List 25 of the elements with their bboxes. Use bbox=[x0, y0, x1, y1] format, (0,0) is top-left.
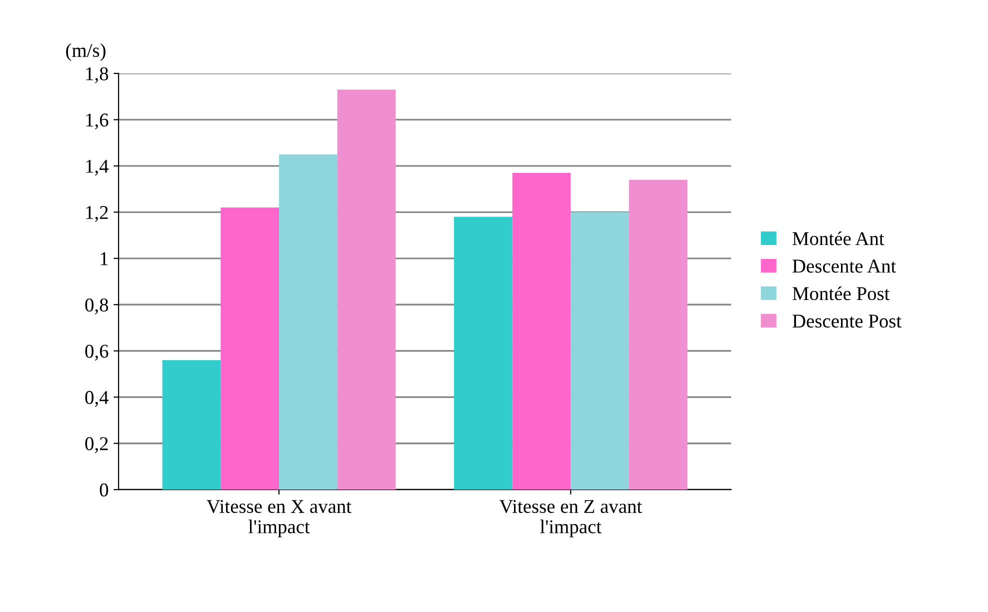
bar bbox=[220, 208, 279, 490]
bar bbox=[570, 212, 630, 490]
bar bbox=[454, 216, 512, 490]
y-tick-label: 1,4 bbox=[86, 160, 109, 176]
y-tick-label: 1 bbox=[100, 252, 108, 266]
legend-label: Montée Post bbox=[792, 286, 890, 300]
bar bbox=[278, 154, 338, 490]
legend-label: Descente Ant bbox=[792, 260, 896, 273]
legend-label: Montée Ant bbox=[792, 232, 884, 246]
y-tick-label: 0,4 bbox=[85, 390, 109, 407]
y-tick-label: 0,8 bbox=[85, 298, 108, 314]
x-tick-label: Vitesse en X avant l'impact bbox=[206, 500, 352, 538]
y-tick-label: 1,8 bbox=[86, 67, 108, 84]
y-tick-label: 0 bbox=[100, 483, 108, 497]
y-tick-label: 0,2 bbox=[85, 437, 108, 454]
y-tick-label: 0,6 bbox=[85, 344, 108, 361]
bar bbox=[512, 172, 571, 490]
y-tick-label: 1,6 bbox=[86, 114, 108, 130]
bar bbox=[337, 90, 396, 490]
y-tick-label: 1,2 bbox=[86, 206, 108, 222]
legend-label: Descente Post bbox=[792, 314, 902, 328]
y-axis-title: (m/s) bbox=[66, 43, 106, 61]
bar bbox=[629, 180, 688, 490]
x-tick-label: Vitesse en Z avant l'impact bbox=[499, 500, 642, 538]
bar bbox=[162, 360, 221, 490]
